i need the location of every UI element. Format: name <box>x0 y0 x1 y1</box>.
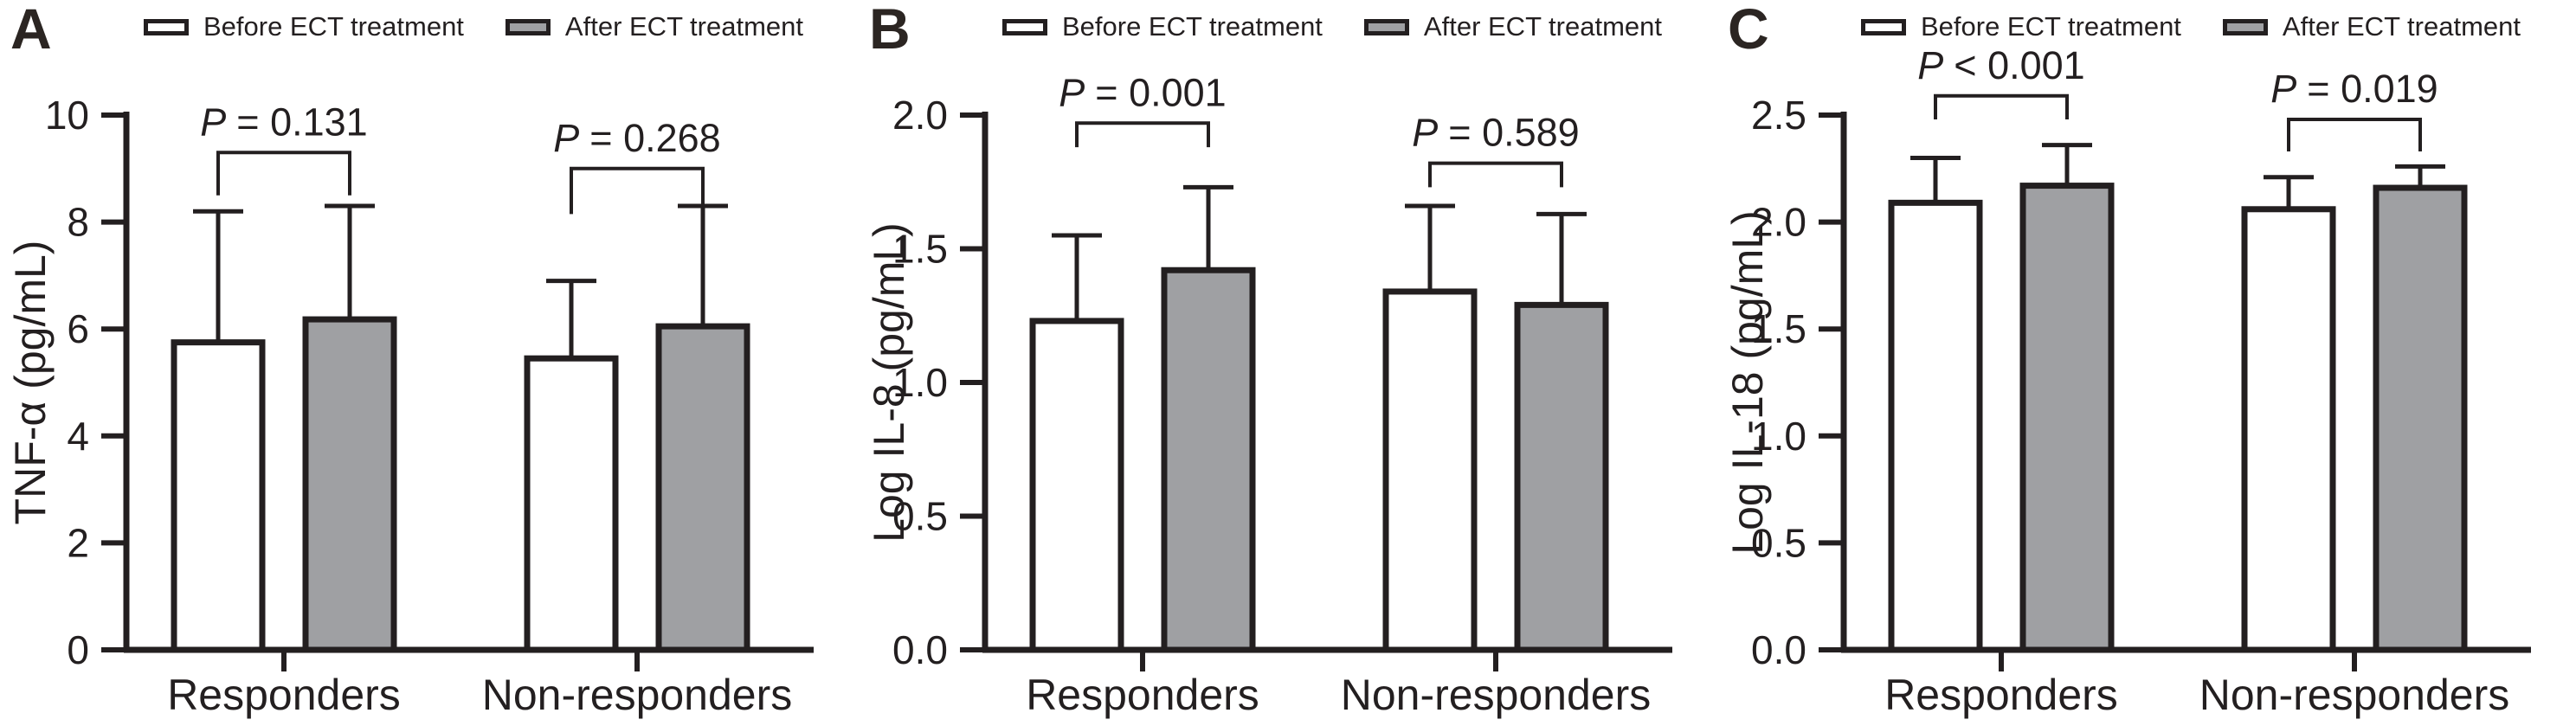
significance-bracket-responders <box>216 151 351 196</box>
chart-a: 0 2 4 6 8 10 TNF-α (pg/mL) Responders Non-respon… <box>6 93 814 719</box>
legend-swatch-after-icon <box>505 18 551 35</box>
p-value-label-responders: P = 0.131 <box>200 100 367 144</box>
bar-before-non-responders <box>2241 206 2336 653</box>
legend-item-before: Before ECT treatment <box>1001 11 1323 42</box>
bar-after-non-responders <box>655 323 750 653</box>
bar-before-responders <box>171 339 266 653</box>
legend-item-before: Before ECT treatment <box>143 11 464 42</box>
legend-item-after: After ECT treatment <box>505 11 804 42</box>
bar-after-responders <box>1161 267 1256 653</box>
legend-label-before: Before ECT treatment <box>1061 11 1323 42</box>
y-tick-label: 2.5 <box>1751 93 1806 138</box>
y-tick-label: 1.0 <box>892 360 948 405</box>
y-tick-label: 0.0 <box>892 627 948 672</box>
p-value-label-responders: P < 0.001 <box>1917 43 2084 87</box>
y-tick-label: 0.5 <box>892 494 948 539</box>
legend-c: Before ECT treatment After ECT treatment <box>1813 11 2569 42</box>
chart-b: 0.0 0.5 1.0 1.5 2.0 Log IL-8 (pg/mL) Responder… <box>865 70 1672 719</box>
panel-b: B Before ECT treatment After ECT treatment… <box>859 0 1717 726</box>
legend-swatch-after-icon <box>1363 18 1409 35</box>
legend-item-after: After ECT treatment <box>2222 11 2521 42</box>
legend-swatch-before-icon <box>143 18 189 35</box>
legend-item-before: Before ECT treatment <box>1860 11 2181 42</box>
legend-label-before: Before ECT treatment <box>1920 11 2181 42</box>
y-tick-label: 6 <box>67 306 89 351</box>
p-value-label-responders: P = 0.001 <box>1059 70 1226 114</box>
y-tick-label: 1.5 <box>1751 306 1806 351</box>
bar-after-non-responders <box>1514 301 1609 653</box>
significance-bracket-non-responders <box>1428 161 1563 188</box>
panel-letter-b: B <box>869 0 911 61</box>
x-category-label-responders: Responders <box>1884 671 2118 719</box>
legend-label-before: Before ECT treatment <box>203 11 464 42</box>
y-tick-label: 1.0 <box>1751 414 1806 459</box>
bar-after-non-responders <box>2373 184 2468 653</box>
y-axis-title: Log IL-18 (pg/mL) <box>1723 210 1772 554</box>
y-tick-label: 2 <box>67 520 89 565</box>
x-category-label-responders: Responders <box>167 671 401 719</box>
y-tick-label: 10 <box>45 93 89 138</box>
x-category-label-non-responders: Non-responders <box>2199 671 2510 719</box>
legend-label-after: After ECT treatment <box>2282 11 2521 42</box>
y-tick-label: 0.5 <box>1751 520 1806 565</box>
bar-before-responders <box>1888 199 1983 653</box>
x-category-label-non-responders: Non-responders <box>482 671 793 719</box>
y-axis-title: Log IL-8 (pg/mL) <box>865 222 913 543</box>
panel-letter-a: A <box>10 0 52 61</box>
panel-letter-c: C <box>1728 0 1769 61</box>
y-tick-label: 2.0 <box>1751 200 1806 245</box>
bar-before-non-responders <box>1382 288 1478 653</box>
panel-c: C Before ECT treatment After ECT treatment… <box>1717 0 2576 726</box>
bar-after-responders <box>2019 183 2115 653</box>
y-tick-label: 8 <box>67 200 89 245</box>
y-tick-label: 0 <box>67 627 89 672</box>
p-value-label-non-responders: P = 0.019 <box>2270 67 2438 111</box>
y-tick-label: 1.5 <box>892 227 948 272</box>
legend-a: Before ECT treatment After ECT treatment <box>95 11 852 42</box>
significance-bracket-non-responders <box>2287 117 2422 152</box>
bar-before-non-responders <box>524 355 619 653</box>
legend-swatch-after-icon <box>2222 18 2268 35</box>
p-value-label-non-responders: P = 0.268 <box>553 116 720 160</box>
legend-b: Before ECT treatment After ECT treatment <box>954 11 1710 42</box>
chart-c: 0.0 0.5 1.0 1.5 2.0 2.5 Log IL-18 (pg/mL) Respo… <box>1723 43 2531 719</box>
y-tick-label: 0.0 <box>1751 627 1806 672</box>
significance-bracket-responders <box>1075 121 1210 148</box>
y-tick-label: 4 <box>67 414 89 459</box>
significance-bracket-non-responders <box>570 166 705 215</box>
panel-a: A Before ECT treatment After ECT treatment… <box>0 0 859 726</box>
y-axis-title: TNF-α (pg/mL) <box>6 241 55 525</box>
bar-before-responders <box>1029 318 1124 653</box>
legend-swatch-before-icon <box>1001 18 1047 35</box>
legend-label-after: After ECT treatment <box>1423 11 1663 42</box>
p-value-label-non-responders: P = 0.589 <box>1412 111 1579 155</box>
x-category-label-non-responders: Non-responders <box>1341 671 1652 719</box>
legend-swatch-before-icon <box>1860 18 1906 35</box>
bar-after-responders <box>302 316 397 653</box>
y-tick-label: 2.0 <box>892 93 948 138</box>
legend-item-after: After ECT treatment <box>1363 11 1663 42</box>
significance-bracket-responders <box>1934 93 2069 119</box>
legend-label-after: After ECT treatment <box>564 11 804 42</box>
x-category-label-responders: Responders <box>1026 671 1259 719</box>
